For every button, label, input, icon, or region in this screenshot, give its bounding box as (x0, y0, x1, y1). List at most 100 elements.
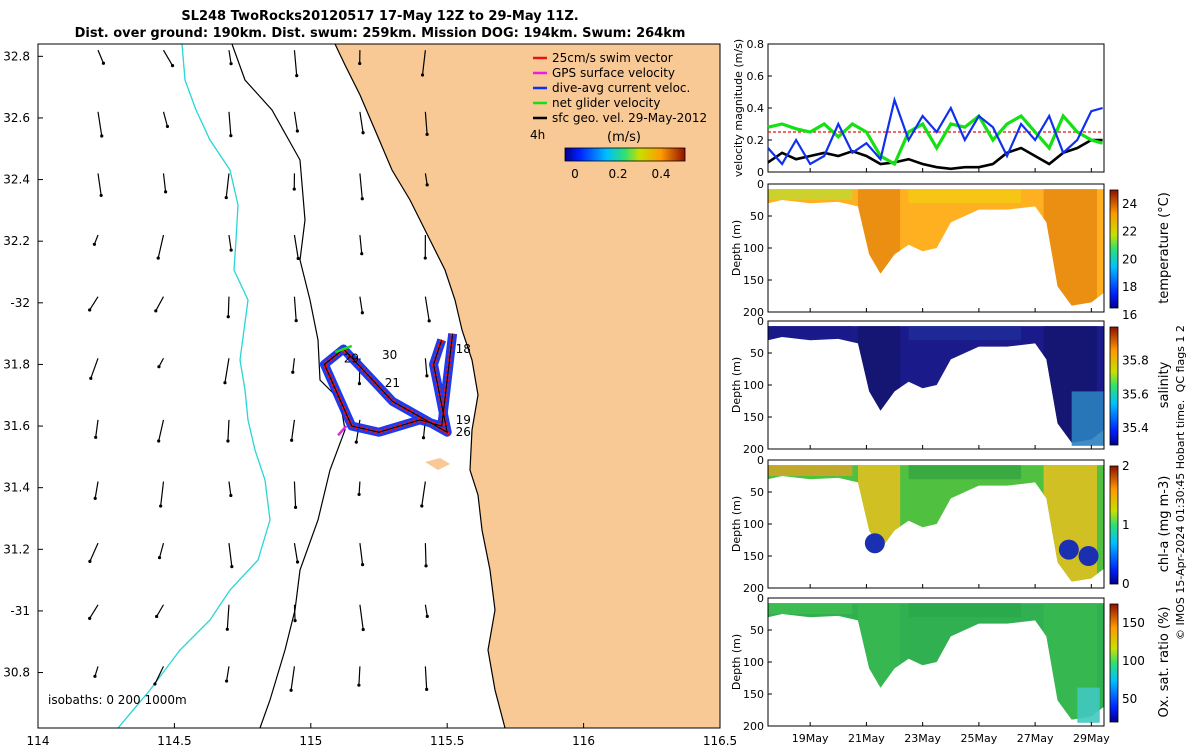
section-colorbar-label: Ox. sat. ratio (%) (1157, 607, 1172, 718)
isobath-200 (117, 44, 271, 728)
time-tick-label: 23May (904, 732, 941, 745)
section-colorbar-tick: 2 (1122, 459, 1130, 473)
velocity-series-line (767, 138, 1103, 171)
geo-velocity-arrow-head (425, 614, 429, 618)
chl-low-patch (1078, 546, 1099, 566)
net-track-line (323, 333, 454, 434)
geo-velocity-arrow-head (224, 195, 228, 200)
geo-velocity-arrow-head (88, 308, 92, 312)
geo-velocity-arrow-head (425, 132, 429, 136)
geo-velocity-arrow-head (157, 439, 161, 443)
geo-velocity-arrow-head (295, 129, 299, 133)
velocity-y-tick-label: 0.4 (747, 102, 765, 115)
section-colorbar-tick: 35.8 (1122, 354, 1149, 368)
colorbar-tick-0: 0 (571, 167, 579, 181)
geo-velocity-arrow (157, 234, 165, 259)
geo-velocity-arrow-head (296, 256, 300, 261)
geo-velocity-arrow-head (229, 134, 233, 138)
geo-velocity-arrow-head (360, 563, 365, 567)
geo-velocity-arrow-head (93, 674, 97, 678)
map-y-tick-label: -31 (10, 604, 30, 618)
time-tick-label: 25May (961, 732, 998, 745)
legend-extra-label: 4h (530, 128, 545, 142)
colorbar-tick-2: 0.4 (651, 167, 670, 181)
net-velocity-marker (334, 344, 353, 354)
section-band (908, 326, 1022, 341)
section-panel-salinity: 0 50 100 150 200 Depth (m) 35.4 35.6 35.8 salinit… (730, 315, 1172, 456)
section-y-tick-label: 100 (743, 379, 764, 392)
geo-velocity-arrow-head (293, 505, 298, 509)
legend-entry: net glider velocity (552, 96, 660, 110)
geo-velocity-arrow-head (88, 559, 92, 563)
legend-entry: GPS surface velocity (552, 66, 675, 80)
geo-velocity-arrow (89, 604, 99, 619)
geo-velocity-arrow (293, 296, 297, 321)
geo-velocity-arrow (293, 604, 296, 621)
velocity-series-line (767, 113, 1104, 167)
section-colorbar (1109, 326, 1119, 446)
section-band (768, 603, 853, 614)
geo-velocity-arrow-head (93, 496, 97, 500)
section-colorbar-tick: 150 (1122, 616, 1145, 630)
section-y-tick-label: 200 (743, 720, 764, 733)
geo-velocity-arrow-head (420, 504, 424, 508)
geo-velocity-arrow (155, 296, 165, 312)
section-y-tick-label: 50 (750, 210, 764, 223)
geo-velocity-arrow (95, 419, 99, 438)
section-colorbar-tick: 24 (1122, 197, 1137, 211)
velocity-panel: 0 0.2 0.4 0.6 0.8 velocity magnitude (m/s) (732, 38, 1105, 179)
velocity-y-tick-label: 0.6 (747, 70, 765, 83)
geo-velocity-arrow (359, 111, 364, 133)
geo-velocity-arrow-head (226, 315, 230, 319)
geo-velocity-arrow-head (424, 564, 428, 568)
map-x-tick-label: 116 (572, 734, 595, 748)
geo-velocity-arrow (359, 543, 364, 565)
velocity-y-tick-label: 0.8 (747, 38, 765, 51)
geo-velocity-arrow (97, 111, 103, 137)
geo-velocity-arrow (160, 481, 165, 507)
geo-velocity-arrow-head (230, 565, 234, 569)
geo-velocity-arrow-head (170, 64, 175, 68)
geo-velocity-arrow (89, 296, 99, 311)
geo-velocity-arrow (424, 296, 430, 321)
geo-velocity-arrow (358, 666, 361, 686)
time-tick-label: 19May (792, 732, 829, 745)
geo-velocity-arrow (226, 604, 230, 630)
gps-velocity-marker (337, 425, 348, 437)
geo-velocity-arrow-head (101, 61, 106, 65)
geo-velocity-arrow (293, 50, 298, 76)
geo-velocity-arrow (359, 173, 363, 199)
geo-velocity-arrow (359, 604, 364, 630)
day-label-19: 19 (456, 413, 471, 427)
qc-note: QC flags 1 2 (1174, 325, 1187, 392)
geo-velocity-arrow-head (226, 439, 230, 443)
legend-entry: sfc geo. vel. 29-May-2012 (552, 111, 707, 125)
geo-velocity-arrow (228, 234, 232, 251)
section-colorbar-label: temperature (°C) (1157, 192, 1172, 304)
section-y-tick-label: 150 (743, 688, 764, 701)
geo-velocity-arrow-head (224, 679, 229, 683)
geo-velocity-arrow (421, 50, 426, 76)
geo-velocity-arrow (94, 481, 99, 499)
geo-velocity-arrow (228, 111, 232, 136)
geo-velocity-arrow-head (420, 73, 425, 77)
section-colorbar-tick: 50 (1122, 692, 1137, 706)
geo-velocity-arrow-head (290, 438, 294, 442)
geo-velocity-arrow (224, 358, 230, 383)
section-y-tick-label: 50 (750, 624, 764, 637)
section-colorbar-tick: 0 (1122, 577, 1130, 591)
section-frame (767, 597, 1105, 727)
time-tick-label: 29May (1073, 732, 1110, 745)
figure-title-line1: SL248 TwoRocks20120517 17-May 12Z to 29-… (181, 9, 579, 24)
section-colorbar (1109, 465, 1119, 585)
geo-velocity-arrow (158, 542, 165, 558)
geo-velocity-arrow (228, 543, 233, 567)
geo-velocity-arrow (424, 666, 428, 690)
geo-velocity-arrow (293, 481, 297, 508)
colorbar-title: (m/s) (607, 130, 641, 145)
section-y-tick-label: 100 (743, 656, 764, 669)
geo-velocity-arrow (225, 173, 230, 198)
